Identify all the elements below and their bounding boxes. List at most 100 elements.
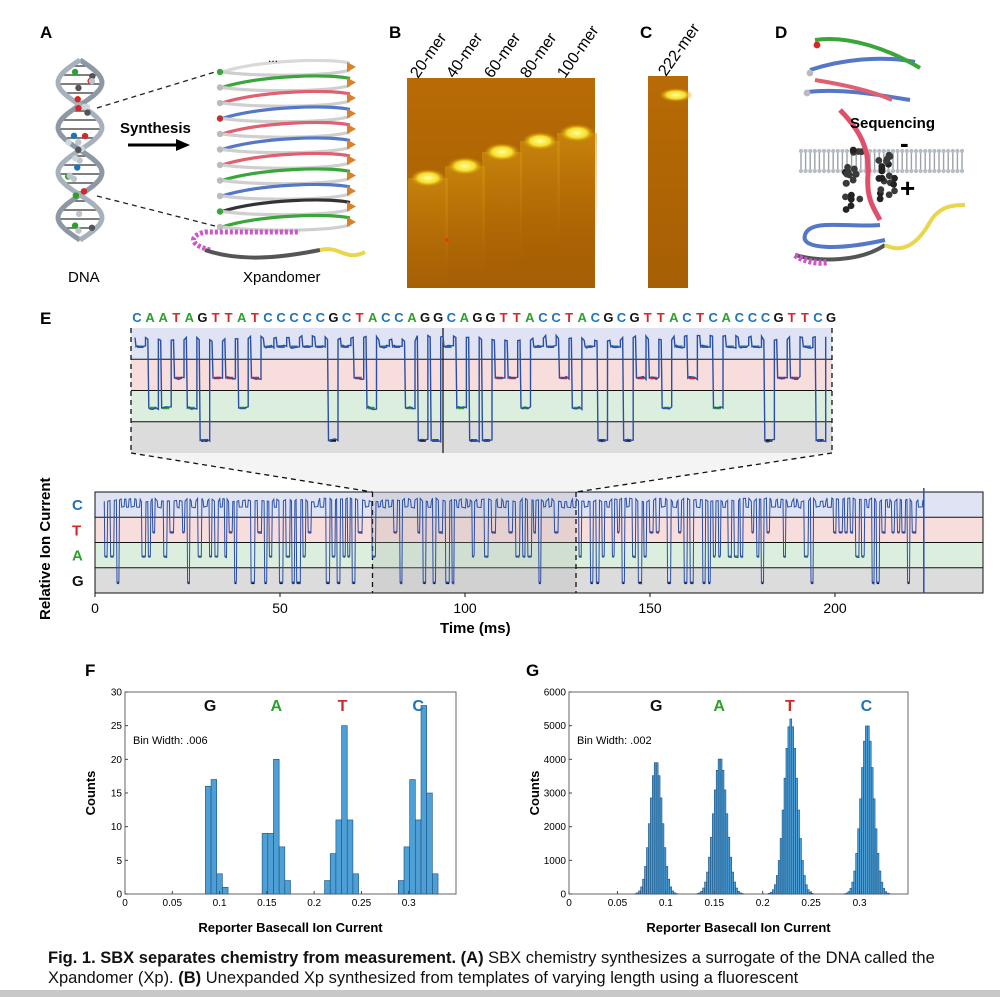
pore-protein (877, 186, 885, 194)
panel-b-label: B (389, 23, 401, 42)
x-tick-label: 150 (638, 600, 662, 616)
peak-label: A (713, 698, 725, 715)
sequence-base-letter: C (447, 310, 457, 325)
lipid-head (881, 148, 886, 154)
nucleotide-dot (89, 73, 96, 80)
pore-protein (849, 146, 857, 154)
zoom-connector (130, 452, 373, 493)
lipid-head (798, 148, 804, 154)
histogram-bar (210, 779, 218, 895)
xp-tether-lower (221, 83, 351, 93)
figure-caption: Fig. 1. SBX separates chemistry from mea… (48, 948, 978, 988)
xp-node (813, 41, 821, 49)
nucleotide-dot (75, 210, 83, 218)
peak-label: C (412, 698, 424, 715)
sequence-base-letter: G (630, 310, 640, 325)
x-tick-label: 0.15 (705, 898, 725, 909)
lipid-head (808, 168, 813, 174)
level-label-G: G (72, 573, 84, 590)
x-tick-label: 100 (453, 600, 477, 616)
nucleotide-dot (88, 77, 96, 85)
lipid-head (904, 168, 909, 174)
xp-cap (347, 77, 356, 88)
sequence-base-letter: G (197, 310, 207, 325)
lipid-head (909, 168, 914, 174)
lipid-head (826, 168, 831, 174)
sequence-base-letter: G (472, 310, 482, 325)
xp-node (216, 161, 224, 169)
sequence-base-letter: C (263, 310, 273, 325)
xpandomer-ellipsis: ... (268, 51, 278, 65)
lipid-head (798, 168, 804, 174)
hist-frame (568, 691, 909, 895)
y-tick-label: 0 (116, 890, 122, 901)
lane-label: 80-mer (517, 29, 560, 81)
histogram-bar (341, 725, 348, 895)
lipid-head (941, 148, 946, 154)
sequence-base-letter: A (158, 310, 168, 325)
histogram-bar (261, 833, 269, 895)
lipid-head (936, 148, 942, 154)
xp-tether-upper (221, 213, 351, 229)
sequence-base-letter: C (682, 310, 692, 325)
y-tick-label: 4000 (544, 755, 567, 766)
sequence-base-letter: G (420, 310, 430, 325)
xp-node (216, 192, 224, 200)
sequence-base-letter: T (696, 310, 704, 325)
xpandomer-caption: Xpandomer (243, 269, 321, 286)
xp-cap (347, 108, 356, 119)
pore-protein (886, 153, 894, 160)
panel-f: F 0 0.05 0.1 0.15 0.2 0.25 0.3 0 5 10 15 20 25 30 G A T C… (83, 661, 457, 935)
lipid-head (918, 148, 923, 154)
dna-caption: DNA (68, 269, 100, 286)
x-tick-label: 0.05 (163, 898, 183, 909)
histogram-bar (222, 886, 229, 895)
x-tick-label: 200 (823, 600, 847, 616)
xp-tether-upper (221, 58, 351, 74)
x-tick-label: 0.3 (853, 898, 867, 909)
lipid-head (803, 168, 808, 174)
nucleotide-dot (74, 164, 81, 171)
pore-protein (842, 206, 850, 213)
lipid-head (872, 148, 877, 154)
sequence-base-letter: T (644, 310, 652, 325)
lipid-head (923, 148, 928, 154)
histogram-bar (671, 890, 674, 895)
page-bottom-bar (0, 990, 1000, 997)
lipid-head (936, 168, 942, 174)
sequence-base-letter: C (761, 310, 771, 325)
sequence-base-letter: T (172, 310, 180, 325)
xp-tether-upper (221, 167, 351, 183)
nucleotide-dot (75, 227, 82, 234)
histogram-bar (273, 759, 280, 895)
dna-helix-illustration (55, 57, 105, 243)
zoom-line-top (96, 71, 216, 109)
x-tick-label: 0.2 (756, 898, 770, 909)
xp-node (216, 208, 224, 215)
xp-node (216, 99, 224, 107)
y-tick-label: 10 (111, 822, 123, 833)
xp-tail-beads (191, 229, 300, 253)
bin-width-note: Bin Width: .002 (577, 735, 652, 747)
pore-protein (885, 191, 893, 199)
lipid-head (835, 148, 840, 154)
xp-tail-beads (793, 252, 829, 266)
y-tick-label: 25 (111, 721, 123, 732)
sequence-base-letter: C (735, 310, 745, 325)
xp-tether-upper (221, 74, 351, 90)
level-band-C (95, 492, 983, 518)
peak-label: C (861, 698, 873, 715)
lipid-head (821, 148, 827, 154)
xp-loop (814, 78, 893, 102)
histogram-bar (205, 785, 212, 895)
sequence-base-letter: C (538, 310, 548, 325)
lipid-head (927, 168, 932, 174)
level-label-T: T (72, 522, 81, 539)
zoom-trace-plot (130, 328, 833, 453)
panel-d-label: D (775, 23, 787, 42)
histogram-f: 0 0.05 0.1 0.15 0.2 0.25 0.3 0 5 10 15 20 25 30 G A T C Bi… (83, 688, 457, 935)
xp-tail (794, 243, 887, 262)
nucleotide-dot (75, 105, 82, 112)
xp-tether-lower (221, 99, 351, 108)
xp-node (216, 223, 224, 231)
